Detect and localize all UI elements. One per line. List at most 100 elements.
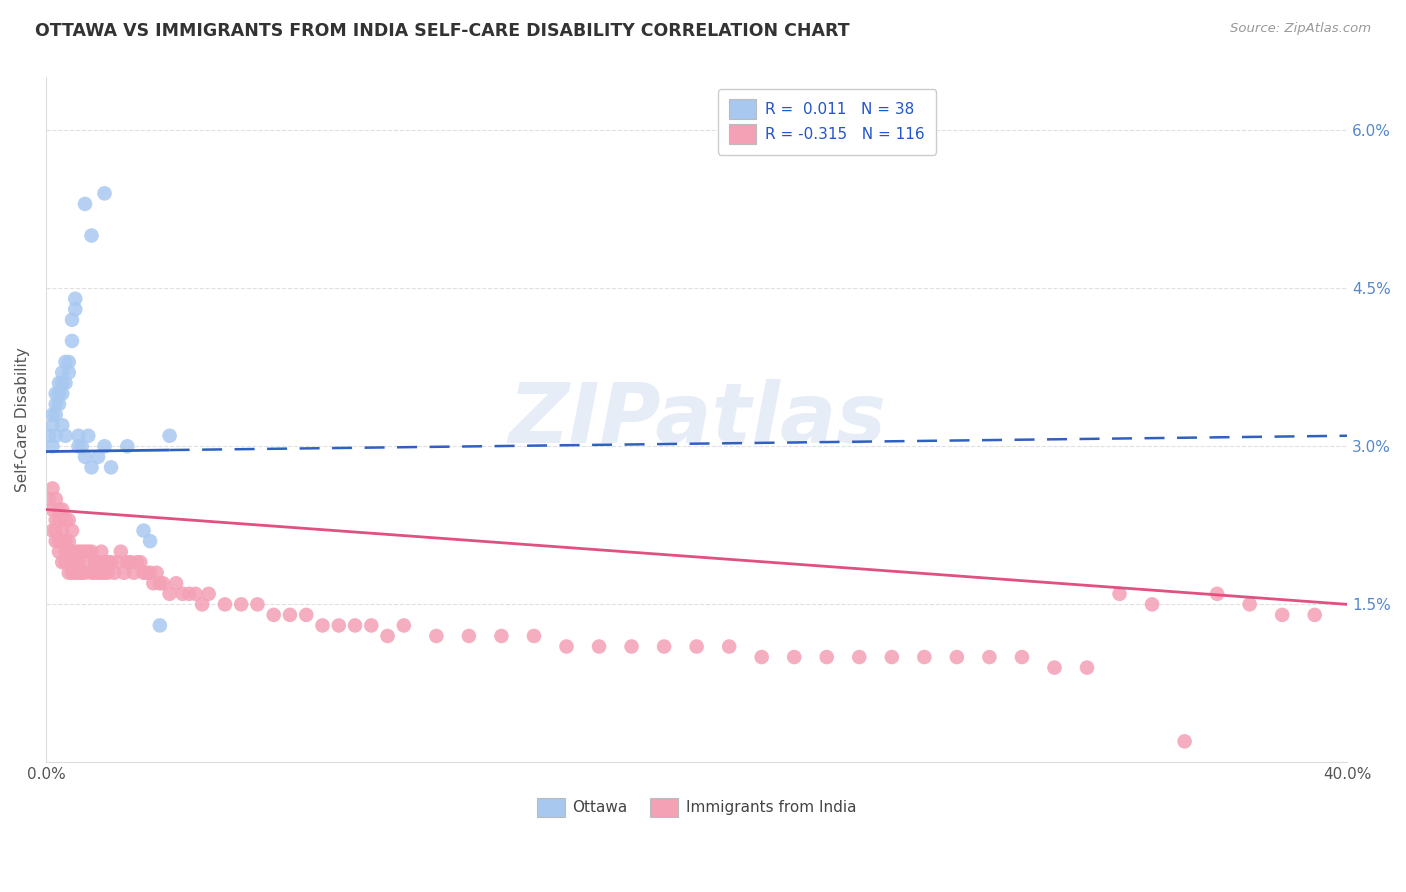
Point bbox=[117, 439, 139, 453]
Point bbox=[67, 544, 90, 558]
Point bbox=[70, 439, 93, 453]
Point bbox=[620, 640, 643, 654]
Point bbox=[93, 186, 115, 201]
Point bbox=[60, 334, 83, 348]
Point bbox=[93, 555, 115, 569]
Point bbox=[48, 502, 70, 516]
Point bbox=[41, 482, 63, 496]
Point bbox=[1271, 607, 1294, 622]
Point bbox=[97, 566, 120, 580]
Point bbox=[100, 555, 122, 569]
Point bbox=[110, 544, 132, 558]
Point bbox=[1108, 587, 1130, 601]
Point bbox=[51, 534, 73, 549]
Point bbox=[125, 555, 148, 569]
Point bbox=[652, 640, 675, 654]
Point bbox=[67, 429, 90, 443]
Point bbox=[311, 618, 333, 632]
Point bbox=[191, 598, 214, 612]
Point bbox=[139, 566, 162, 580]
Point bbox=[67, 439, 90, 453]
Point bbox=[1239, 598, 1261, 612]
Point bbox=[103, 566, 125, 580]
Point bbox=[979, 650, 1001, 665]
Point bbox=[60, 544, 83, 558]
Point bbox=[912, 650, 935, 665]
Point bbox=[51, 555, 73, 569]
Point bbox=[77, 555, 100, 569]
Point bbox=[73, 197, 96, 211]
Point bbox=[328, 618, 350, 632]
Point bbox=[58, 544, 80, 558]
Point bbox=[58, 355, 80, 369]
Point bbox=[80, 228, 103, 243]
Point bbox=[48, 513, 70, 527]
Point bbox=[1043, 660, 1066, 674]
Point bbox=[45, 534, 67, 549]
Point bbox=[1076, 660, 1098, 674]
Point bbox=[83, 555, 105, 569]
Point bbox=[1206, 587, 1229, 601]
Point bbox=[60, 313, 83, 327]
Point bbox=[87, 555, 110, 569]
Point bbox=[295, 607, 318, 622]
Point bbox=[41, 502, 63, 516]
Point bbox=[45, 397, 67, 411]
Point bbox=[45, 408, 67, 422]
Legend: Ottawa, Immigrants from India: Ottawa, Immigrants from India bbox=[531, 791, 862, 823]
Point bbox=[122, 566, 145, 580]
Point bbox=[214, 598, 236, 612]
Point bbox=[718, 640, 741, 654]
Point bbox=[51, 502, 73, 516]
Point bbox=[55, 429, 77, 443]
Point bbox=[100, 460, 122, 475]
Point bbox=[58, 513, 80, 527]
Point bbox=[117, 555, 139, 569]
Point bbox=[93, 439, 115, 453]
Point bbox=[377, 629, 399, 643]
Point bbox=[139, 534, 162, 549]
Point bbox=[73, 450, 96, 464]
Point bbox=[67, 555, 90, 569]
Point bbox=[80, 460, 103, 475]
Point bbox=[132, 566, 155, 580]
Point bbox=[51, 376, 73, 390]
Point bbox=[60, 555, 83, 569]
Point bbox=[392, 618, 415, 632]
Point bbox=[425, 629, 447, 643]
Point bbox=[1140, 598, 1163, 612]
Point bbox=[48, 544, 70, 558]
Point bbox=[65, 555, 87, 569]
Y-axis label: Self-Care Disability: Self-Care Disability bbox=[15, 348, 30, 492]
Point bbox=[1303, 607, 1326, 622]
Point bbox=[165, 576, 187, 591]
Point bbox=[142, 576, 165, 591]
Point bbox=[159, 587, 181, 601]
Point bbox=[523, 629, 546, 643]
Point bbox=[1174, 734, 1197, 748]
Point bbox=[344, 618, 367, 632]
Point bbox=[41, 524, 63, 538]
Point bbox=[159, 429, 181, 443]
Point bbox=[51, 386, 73, 401]
Point bbox=[55, 544, 77, 558]
Point bbox=[65, 566, 87, 580]
Point bbox=[48, 376, 70, 390]
Point bbox=[129, 555, 152, 569]
Point bbox=[848, 650, 870, 665]
Point bbox=[751, 650, 773, 665]
Point bbox=[263, 607, 285, 622]
Point bbox=[97, 555, 120, 569]
Point bbox=[55, 534, 77, 549]
Point bbox=[38, 429, 60, 443]
Point bbox=[55, 376, 77, 390]
Point bbox=[457, 629, 479, 643]
Point bbox=[107, 555, 129, 569]
Point bbox=[90, 566, 112, 580]
Point bbox=[90, 544, 112, 558]
Point bbox=[80, 544, 103, 558]
Point bbox=[152, 576, 174, 591]
Point bbox=[149, 618, 172, 632]
Point bbox=[588, 640, 610, 654]
Point bbox=[946, 650, 969, 665]
